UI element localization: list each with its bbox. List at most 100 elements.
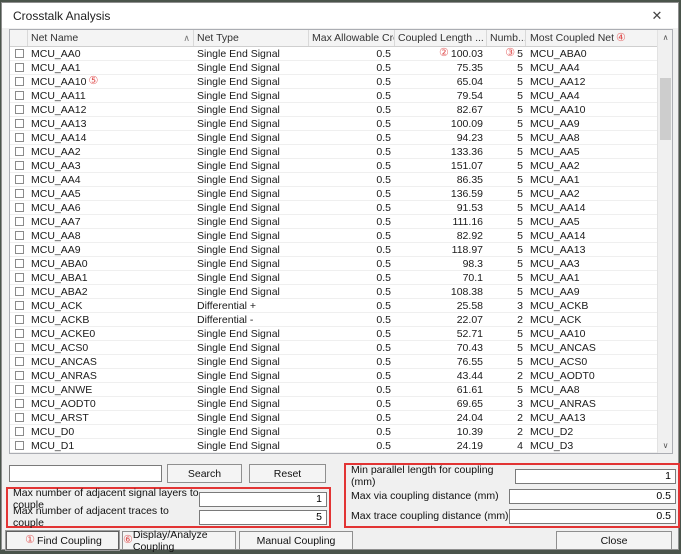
most-coupled-net-value: MCU_AA2 <box>530 187 580 200</box>
net-name: MCU_AA3 <box>31 159 81 172</box>
table-row[interactable]: MCU_AA4 Single End Signal 0.5 86.35 5 MC… <box>10 173 657 187</box>
row-checkbox[interactable] <box>14 49 24 58</box>
row-checkbox[interactable] <box>14 161 24 170</box>
table-row[interactable]: MCU_ARST Single End Signal 0.5 24.04 2 M… <box>10 411 657 425</box>
row-checkbox[interactable] <box>14 301 24 310</box>
table-row[interactable]: MCU_AA10 ⑤ Single End Signal 0.5 65.04 5… <box>10 75 657 89</box>
table-row[interactable]: MCU_ABA2 Single End Signal 0.5 108.38 5 … <box>10 285 657 299</box>
table-row[interactable]: MCU_AA8 Single End Signal 0.5 82.92 5 MC… <box>10 229 657 243</box>
table-row[interactable]: MCU_ANRAS Single End Signal 0.5 43.44 2 … <box>10 369 657 383</box>
max-allowable-value: 0.5 <box>376 355 391 368</box>
table-row[interactable]: MCU_AA1 Single End Signal 0.5 75.35 5 MC… <box>10 61 657 75</box>
manual-coupling-button[interactable]: Manual Coupling <box>239 531 353 550</box>
row-checkbox[interactable] <box>14 231 24 240</box>
max-allowable-value: 0.5 <box>376 397 391 410</box>
row-checkbox[interactable] <box>14 189 24 198</box>
scroll-down-icon[interactable]: ∨ <box>662 441 669 450</box>
max-adjacent-traces-input[interactable] <box>199 509 327 525</box>
table-row[interactable]: MCU_ABA1 Single End Signal 0.5 70.1 5 MC… <box>10 271 657 285</box>
header-net-type[interactable]: Net Type <box>194 30 309 46</box>
row-checkbox[interactable] <box>14 343 24 352</box>
net-name: MCU_ACS0 <box>31 341 89 354</box>
net-table: Net Name ∧ Net Type Max Allowable Cros..… <box>9 29 673 454</box>
header-most-coupled-net[interactable]: Most Coupled Net ④ <box>526 30 672 46</box>
row-checkbox[interactable] <box>14 217 24 226</box>
coupled-length-value: 43.44 <box>456 369 483 382</box>
table-row[interactable]: MCU_AA11 Single End Signal 0.5 79.54 5 M… <box>10 89 657 103</box>
max-trace-coupling-input[interactable] <box>509 508 676 524</box>
table-row[interactable]: MCU_AA14 Single End Signal 0.5 94.23 5 M… <box>10 131 657 145</box>
table-row[interactable]: MCU_ABA0 Single End Signal 0.5 98.3 5 MC… <box>10 257 657 271</box>
search-button[interactable]: Search <box>167 464 242 483</box>
table-row[interactable]: MCU_AA2 Single End Signal 0.5 133.36 5 M… <box>10 145 657 159</box>
most-coupled-net-value: MCU_ANCAS <box>530 341 596 354</box>
table-row[interactable]: MCU_ANCAS Single End Signal 0.5 76.55 5 … <box>10 355 657 369</box>
table-row[interactable]: MCU_ACKE0 Single End Signal 0.5 52.71 5 … <box>10 327 657 341</box>
find-coupling-button[interactable]: ① Find Coupling <box>6 531 119 550</box>
most-coupled-net-value: MCU_AA10 <box>530 327 586 340</box>
table-row[interactable]: MCU_ACK Differential + 0.5 25.58 3 MCU_A… <box>10 299 657 313</box>
net-type: Single End Signal <box>197 201 280 214</box>
header-max-allowable[interactable]: Max Allowable Cros... <box>309 30 395 46</box>
row-checkbox[interactable] <box>14 259 24 268</box>
table-row[interactable]: MCU_AA13 Single End Signal 0.5 100.09 5 … <box>10 117 657 131</box>
table-row[interactable]: MCU_ACKB Differential - 0.5 22.07 2 MCU_… <box>10 313 657 327</box>
table-row[interactable]: MCU_AA3 Single End Signal 0.5 151.07 5 M… <box>10 159 657 173</box>
scroll-up-icon[interactable]: ∧ <box>662 33 669 42</box>
row-checkbox[interactable] <box>14 105 24 114</box>
table-row[interactable]: MCU_AA12 Single End Signal 0.5 82.67 5 M… <box>10 103 657 117</box>
table-row[interactable]: MCU_D0 Single End Signal 0.5 10.39 2 MCU… <box>10 425 657 439</box>
vertical-scrollbar[interactable]: ∧ ∨ <box>657 30 672 453</box>
number-value: 5 <box>517 271 523 284</box>
row-checkbox[interactable] <box>14 273 24 282</box>
coupled-length-value: 118.97 <box>451 243 483 256</box>
sort-ascending-icon[interactable]: ∧ <box>183 32 190 43</box>
row-checkbox[interactable] <box>14 133 24 142</box>
row-checkbox[interactable] <box>14 91 24 100</box>
row-checkbox[interactable] <box>14 245 24 254</box>
close-icon[interactable]: ✕ <box>651 8 663 23</box>
table-row[interactable]: MCU_AA5 Single End Signal 0.5 136.59 5 M… <box>10 187 657 201</box>
row-checkbox[interactable] <box>14 147 24 156</box>
table-row[interactable]: MCU_ACS0 Single End Signal 0.5 70.43 5 M… <box>10 341 657 355</box>
net-name: MCU_ABA1 <box>31 271 88 284</box>
min-parallel-length-input[interactable] <box>514 468 676 484</box>
table-row[interactable]: MCU_AA7 Single End Signal 0.5 111.16 5 M… <box>10 215 657 229</box>
table-row[interactable]: MCU_AA0 Single End Signal 0.5 ② 100.03 ③… <box>10 47 657 61</box>
table-row[interactable]: MCU_D1 Single End Signal 0.5 24.19 4 MCU… <box>10 439 657 453</box>
close-button[interactable]: Close <box>556 531 672 550</box>
row-checkbox[interactable] <box>14 175 24 184</box>
net-type: Single End Signal <box>197 341 280 354</box>
max-adjacent-traces-label: Max number of adjacent traces to couple <box>13 505 169 529</box>
max-via-coupling-input[interactable] <box>509 488 676 504</box>
row-checkbox[interactable] <box>14 441 24 450</box>
reset-button[interactable]: Reset <box>249 464 326 483</box>
table-row[interactable]: MCU_ANWE Single End Signal 0.5 61.61 5 M… <box>10 383 657 397</box>
header-number[interactable]: Numb... <box>487 30 526 46</box>
scrollbar-thumb[interactable] <box>660 78 671 140</box>
row-checkbox[interactable] <box>14 399 24 408</box>
header-coupled-length[interactable]: Coupled Length ... <box>395 30 487 46</box>
row-checkbox[interactable] <box>14 203 24 212</box>
row-checkbox[interactable] <box>14 385 24 394</box>
most-coupled-net-value: MCU_D2 <box>530 425 574 438</box>
row-checkbox[interactable] <box>14 287 24 296</box>
row-checkbox[interactable] <box>14 413 24 422</box>
table-row[interactable]: MCU_AODT0 Single End Signal 0.5 69.65 3 … <box>10 397 657 411</box>
row-checkbox[interactable] <box>14 427 24 436</box>
header-net-name[interactable]: Net Name ∧ <box>28 30 194 46</box>
row-checkbox[interactable] <box>14 77 24 86</box>
row-checkbox[interactable] <box>14 357 24 366</box>
display-analyze-coupling-button[interactable]: ⑥ Display/Analyze Coupling <box>122 529 236 553</box>
net-name: MCU_ANWE <box>31 383 93 396</box>
row-checkbox[interactable] <box>14 63 24 72</box>
net-type: Differential - <box>197 313 254 326</box>
row-checkbox[interactable] <box>14 371 24 380</box>
max-adjacent-layers-input[interactable] <box>199 491 327 507</box>
table-row[interactable]: MCU_AA6 Single End Signal 0.5 91.53 5 MC… <box>10 201 657 215</box>
search-input[interactable] <box>9 465 162 482</box>
table-row[interactable]: MCU_AA9 Single End Signal 0.5 118.97 5 M… <box>10 243 657 257</box>
row-checkbox[interactable] <box>14 119 24 128</box>
row-checkbox[interactable] <box>14 315 24 324</box>
row-checkbox[interactable] <box>14 329 24 338</box>
